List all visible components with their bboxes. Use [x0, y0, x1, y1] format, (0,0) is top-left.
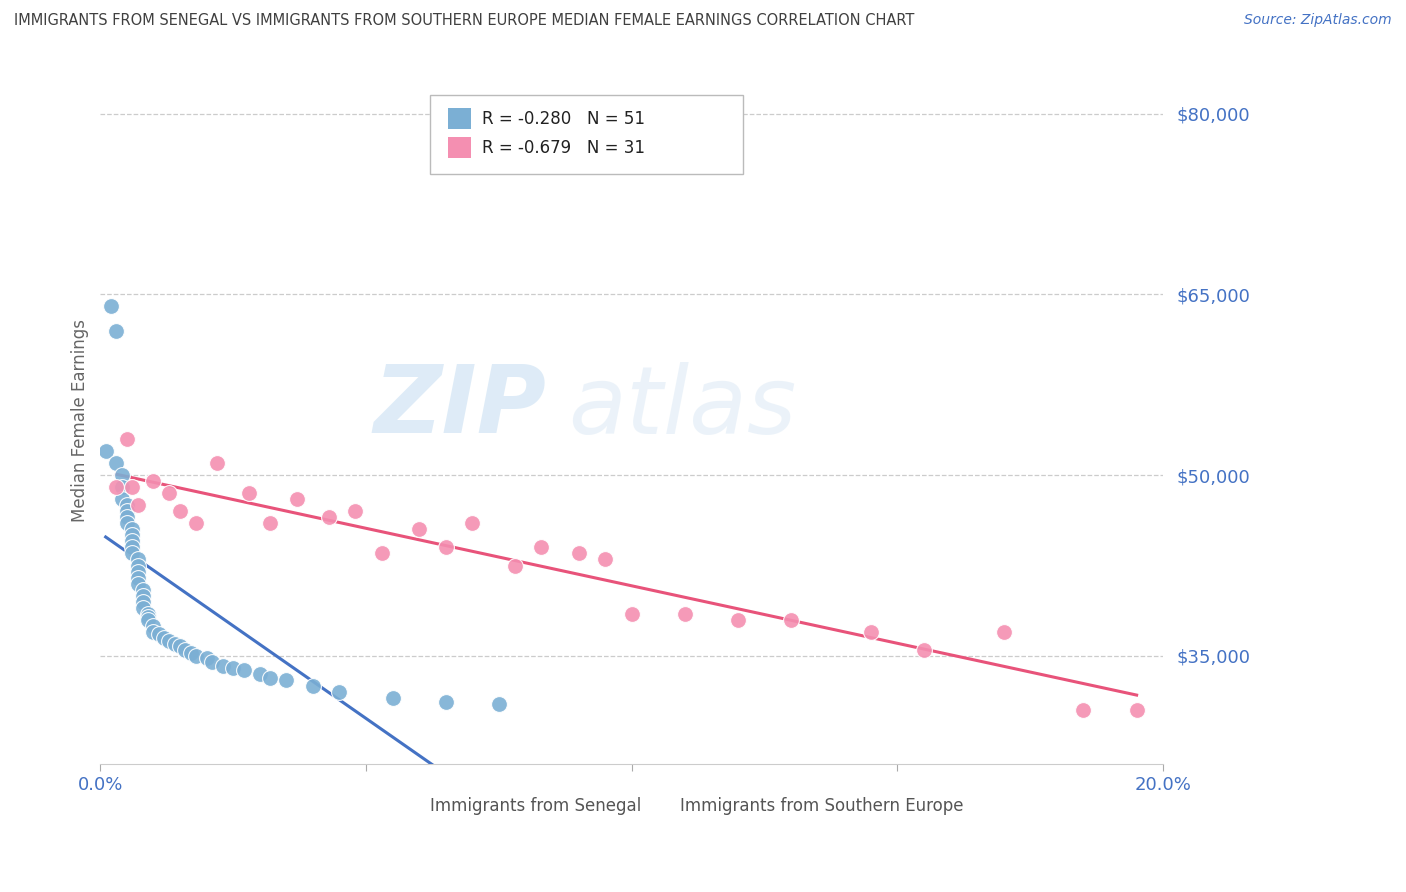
- Point: [780, 613, 803, 627]
- FancyBboxPatch shape: [449, 108, 471, 129]
- Text: Immigrants from Senegal: Immigrants from Senegal: [430, 797, 641, 814]
- Point: [110, 468, 132, 483]
- Point: [195, 651, 218, 665]
- Point: [94, 444, 117, 458]
- Point: [121, 480, 143, 494]
- FancyBboxPatch shape: [648, 800, 671, 820]
- Point: [121, 522, 143, 536]
- Point: [153, 631, 176, 645]
- Point: [136, 607, 159, 621]
- Point: [259, 516, 281, 531]
- Point: [328, 685, 350, 699]
- Point: [121, 534, 143, 549]
- Point: [132, 582, 155, 597]
- Point: [434, 695, 457, 709]
- Point: [105, 456, 128, 470]
- Point: [110, 492, 132, 507]
- Point: [159, 486, 181, 500]
- Point: [169, 504, 191, 518]
- Point: [371, 546, 394, 560]
- Point: [285, 492, 308, 507]
- Point: [115, 432, 138, 446]
- Point: [318, 510, 340, 524]
- Point: [136, 610, 159, 624]
- FancyBboxPatch shape: [430, 95, 744, 174]
- Point: [127, 576, 149, 591]
- Point: [115, 504, 138, 518]
- Point: [127, 565, 149, 579]
- Point: [136, 613, 159, 627]
- Point: [488, 697, 510, 711]
- Point: [859, 624, 882, 639]
- Point: [174, 643, 197, 657]
- Point: [302, 679, 325, 693]
- Point: [184, 516, 207, 531]
- Point: [115, 510, 138, 524]
- Text: IMMIGRANTS FROM SENEGAL VS IMMIGRANTS FROM SOUTHERN EUROPE MEDIAN FEMALE EARNING: IMMIGRANTS FROM SENEGAL VS IMMIGRANTS FR…: [14, 13, 914, 29]
- Point: [132, 600, 155, 615]
- Point: [127, 552, 149, 566]
- Point: [148, 627, 170, 641]
- Text: Immigrants from Southern Europe: Immigrants from Southern Europe: [679, 797, 963, 814]
- Point: [381, 691, 404, 706]
- Point: [159, 634, 181, 648]
- Point: [259, 671, 281, 685]
- Y-axis label: Median Female Earnings: Median Female Earnings: [72, 319, 89, 523]
- Text: R = -0.280   N = 51: R = -0.280 N = 51: [482, 110, 645, 128]
- Point: [276, 673, 298, 687]
- Point: [105, 324, 128, 338]
- Point: [222, 661, 245, 675]
- Point: [132, 595, 155, 609]
- Point: [127, 498, 149, 512]
- Point: [142, 474, 165, 488]
- Text: atlas: atlas: [568, 361, 796, 452]
- Point: [912, 643, 935, 657]
- Point: [115, 498, 138, 512]
- FancyBboxPatch shape: [398, 800, 422, 820]
- Point: [232, 664, 254, 678]
- Point: [593, 552, 616, 566]
- Point: [142, 619, 165, 633]
- Point: [127, 558, 149, 573]
- Point: [620, 607, 643, 621]
- Point: [184, 648, 207, 663]
- Point: [127, 570, 149, 584]
- Text: Source: ZipAtlas.com: Source: ZipAtlas.com: [1244, 13, 1392, 28]
- Point: [121, 541, 143, 555]
- Text: ZIP: ZIP: [374, 361, 547, 453]
- Point: [207, 456, 229, 470]
- Point: [142, 624, 165, 639]
- Point: [169, 639, 191, 653]
- Point: [105, 480, 128, 494]
- Text: R = -0.679   N = 31: R = -0.679 N = 31: [482, 138, 645, 156]
- Point: [132, 589, 155, 603]
- Point: [461, 516, 484, 531]
- Point: [249, 667, 271, 681]
- Point: [673, 607, 696, 621]
- Point: [211, 658, 233, 673]
- Point: [344, 504, 367, 518]
- Point: [100, 300, 122, 314]
- Point: [1125, 703, 1147, 717]
- Point: [180, 647, 202, 661]
- Point: [530, 541, 553, 555]
- Point: [121, 528, 143, 542]
- Point: [1073, 703, 1095, 717]
- FancyBboxPatch shape: [449, 137, 471, 158]
- Point: [238, 486, 260, 500]
- Point: [201, 655, 224, 669]
- Point: [727, 613, 749, 627]
- Point: [503, 558, 526, 573]
- Point: [110, 480, 132, 494]
- Point: [115, 516, 138, 531]
- Point: [121, 546, 143, 560]
- Point: [993, 624, 1015, 639]
- Point: [434, 541, 457, 555]
- Point: [163, 637, 186, 651]
- Point: [568, 546, 591, 560]
- Point: [408, 522, 430, 536]
